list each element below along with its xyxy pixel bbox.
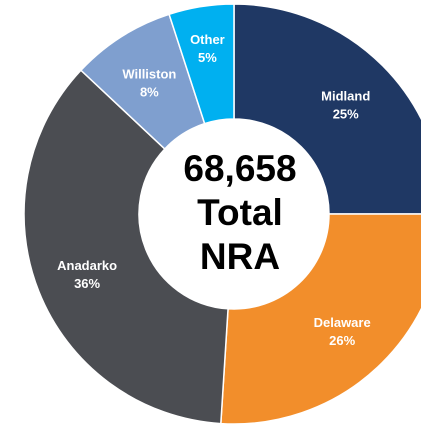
slice-name-midland: Midland — [321, 88, 370, 103]
slice-value-delaware: 26% — [329, 333, 355, 348]
donut-hole — [139, 119, 329, 309]
slice-name-anadarko: Anadarko — [57, 258, 117, 273]
center-total-unit: NRA — [200, 236, 280, 277]
slice-name-delaware: Delaware — [314, 315, 371, 330]
slice-labels: Midland 25% Delaware 26% Anadarko 36% Willisto… — [57, 32, 371, 348]
slice-label-other: Other 5% — [190, 32, 225, 65]
slice-name-other: Other — [190, 32, 225, 47]
slice-name-williston: Williston — [122, 67, 176, 82]
center-total-value: 68,658 — [183, 148, 296, 189]
slice-value-other: 5% — [198, 50, 217, 65]
slice-label-williston: Williston 8% — [122, 67, 176, 100]
slice-label-midland: Midland 25% — [321, 88, 370, 121]
center-total-word: Total — [197, 192, 283, 233]
donut-slices — [23, 3, 421, 424]
slice-value-williston: 8% — [140, 85, 159, 100]
center-total: 68,658 Total NRA — [183, 148, 296, 277]
slice-label-anadarko: Anadarko 36% — [57, 258, 117, 291]
slice-value-anadarko: 36% — [74, 276, 100, 291]
slice-value-midland: 25% — [333, 106, 359, 121]
slice-label-delaware: Delaware 26% — [314, 315, 371, 348]
